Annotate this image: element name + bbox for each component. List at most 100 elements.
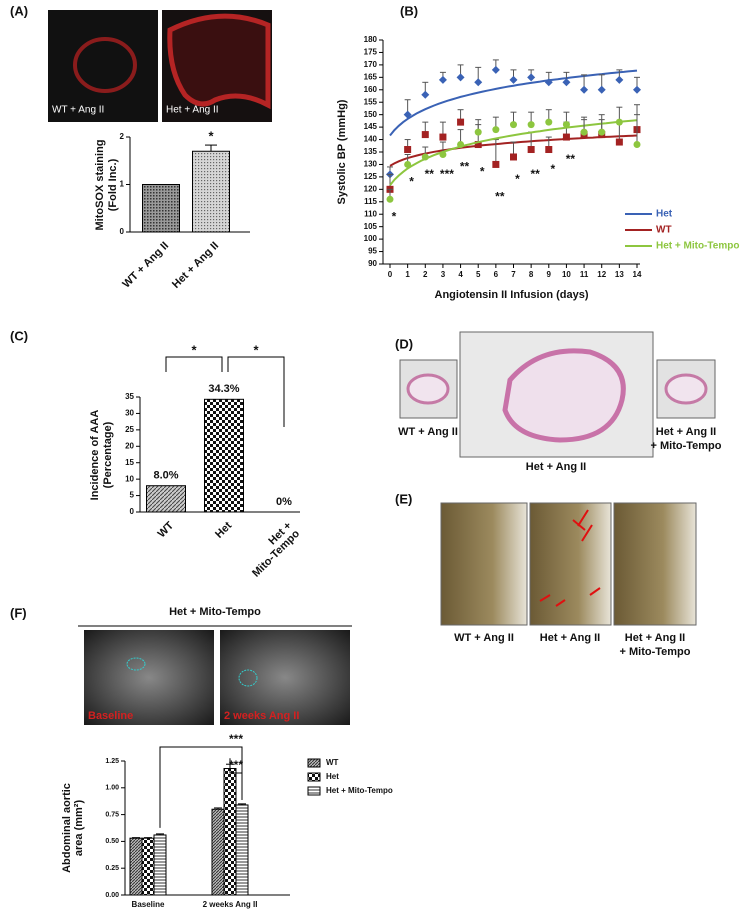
significance: * xyxy=(515,172,520,186)
marker xyxy=(421,90,430,99)
significance: * xyxy=(392,209,397,223)
value-label: 0% xyxy=(276,496,292,508)
significance: *** xyxy=(229,732,243,746)
significance: * xyxy=(191,342,197,357)
marker xyxy=(457,141,465,149)
significance: ** xyxy=(495,190,505,204)
micrograph xyxy=(440,502,528,626)
marker xyxy=(509,75,518,84)
x-tick-label: 5 xyxy=(476,270,481,279)
significance: * xyxy=(550,162,555,176)
y-axis-label: area (mm²) xyxy=(73,800,85,857)
legend-label: WT xyxy=(656,225,672,236)
micrograph xyxy=(48,10,158,122)
y-tick-label: 95 xyxy=(368,247,377,256)
marker xyxy=(404,146,412,154)
marker xyxy=(527,146,535,154)
legend-swatch xyxy=(307,758,321,768)
marker xyxy=(491,65,500,74)
bracket xyxy=(229,758,243,800)
image-caption: Het + Ang II xyxy=(540,632,600,644)
image-caption: Baseline xyxy=(88,710,133,722)
x-tick-label: WT xyxy=(156,519,177,540)
significance: ** xyxy=(566,152,576,166)
y-tick-label: 1.25 xyxy=(105,758,119,765)
y-tick-label: 10 xyxy=(125,474,134,483)
panel-label: (E) xyxy=(395,491,412,506)
y-tick-label: 35 xyxy=(125,392,134,401)
marker xyxy=(510,153,517,161)
y-tick-label: 0.00 xyxy=(105,892,119,899)
y-tick-label: 0 xyxy=(120,227,125,236)
marker xyxy=(615,75,624,84)
significance: ** xyxy=(460,160,470,174)
bracket xyxy=(227,356,285,427)
y-tick-label: 0.50 xyxy=(105,838,119,845)
y-tick-label: 5 xyxy=(130,491,135,500)
y-tick-label: 110 xyxy=(364,209,377,218)
significance: ** xyxy=(425,167,435,181)
bar xyxy=(141,837,155,896)
y-tick-label: 130 xyxy=(364,160,378,169)
significance: *** xyxy=(229,758,243,772)
ultrasound-image xyxy=(84,630,214,725)
vessel-section xyxy=(406,373,450,405)
x-tick-label: 6 xyxy=(494,270,499,279)
y-tick-label: 140 xyxy=(364,135,378,144)
x-tick-label: 2 weeks Ang II xyxy=(203,900,258,909)
marker xyxy=(527,121,535,129)
marker xyxy=(492,160,500,168)
y-tick-label: 120 xyxy=(364,184,378,193)
marker xyxy=(597,85,606,94)
legend-label: Het + Mito-Tempo xyxy=(656,241,739,252)
y-tick-label: 25 xyxy=(125,425,134,434)
y-tick-label: 175 xyxy=(364,48,378,57)
legend-label: WT xyxy=(326,758,339,767)
trend-line xyxy=(389,119,638,186)
marker xyxy=(421,131,429,139)
x-tick-label: Het + Ang II xyxy=(170,240,221,291)
y-tick-label: 105 xyxy=(364,222,378,231)
y-tick-label: 135 xyxy=(364,147,378,156)
x-tick-label: 2 xyxy=(423,270,428,279)
y-tick-label: 20 xyxy=(125,441,134,450)
marker xyxy=(580,85,589,94)
x-tick-label: Baseline xyxy=(132,900,165,909)
panel-label: (F) xyxy=(10,605,27,620)
bar xyxy=(204,398,244,513)
y-tick-label: 1 xyxy=(120,180,125,189)
trend-line xyxy=(389,69,638,137)
marker xyxy=(403,110,412,119)
image-caption: Het + Ang II xyxy=(625,632,685,644)
significance: * xyxy=(480,165,485,179)
bracket xyxy=(165,356,223,372)
x-tick-label: 12 xyxy=(597,270,606,279)
legend-swatch xyxy=(307,772,321,782)
aorta-outline xyxy=(238,669,258,687)
vessel-section xyxy=(664,373,708,405)
marker xyxy=(474,78,483,87)
value-label: 34.3% xyxy=(208,383,239,395)
ultrasound-image xyxy=(220,630,350,725)
x-axis-label: Angiotensin II Infusion (days) xyxy=(435,289,589,301)
legend-label: Het + Mito-Tempo xyxy=(326,786,393,795)
vessel-ring xyxy=(167,13,271,110)
y-tick-label: 150 xyxy=(364,110,378,119)
y-tick-label: 2 xyxy=(120,132,125,141)
bar xyxy=(223,768,237,896)
vessel-ring xyxy=(73,37,137,93)
value-label: 8.0% xyxy=(153,470,178,482)
bar xyxy=(235,804,249,896)
bar xyxy=(192,150,230,233)
marker xyxy=(439,150,447,158)
y-tick-label: 155 xyxy=(364,97,378,106)
panel-label: (B) xyxy=(400,3,418,18)
image-caption: + Mito-Tempo xyxy=(651,440,722,452)
legend-swatch xyxy=(307,786,321,796)
y-axis-label: Abdominal aortic xyxy=(61,783,73,873)
image-caption: WT + Ang II xyxy=(454,632,514,644)
marker xyxy=(474,128,482,136)
x-tick-label: WT + Ang II xyxy=(120,240,171,291)
y-axis-label: (Percentage) xyxy=(102,421,114,488)
